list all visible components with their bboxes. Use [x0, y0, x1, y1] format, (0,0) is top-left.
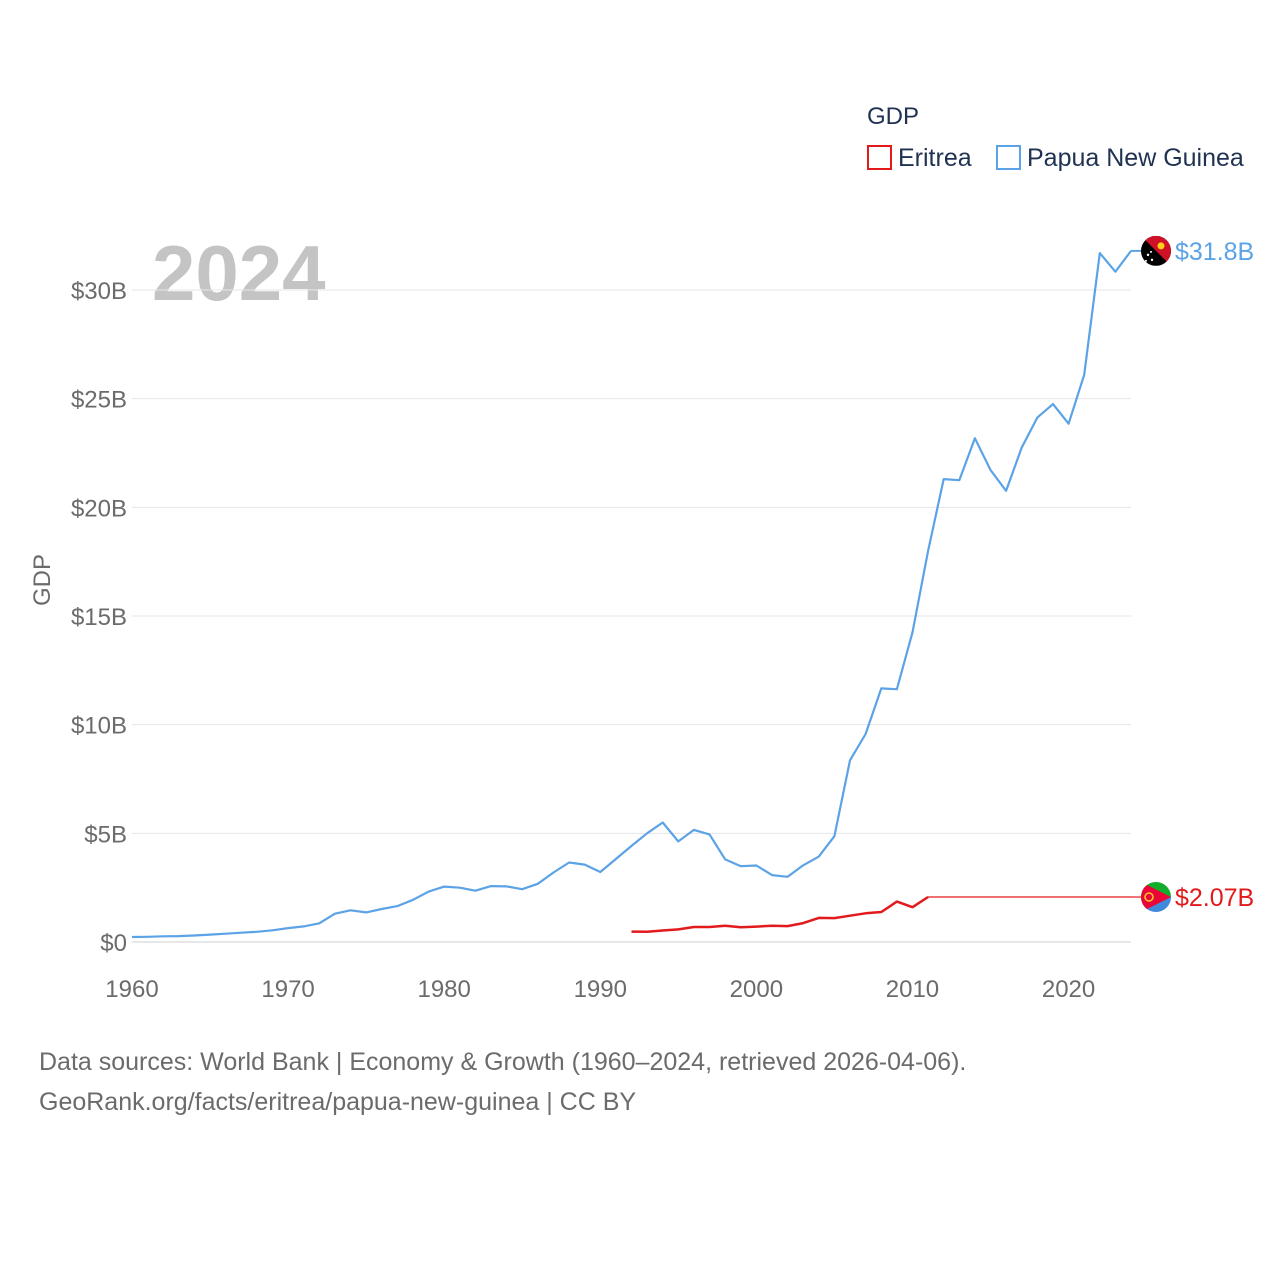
legend-label-eritrea[interactable]: Eritrea: [898, 144, 972, 172]
eritrea-end-marker: $2.07B: [1141, 882, 1254, 913]
source-footer: Data sources: World Bank | Economy & Gro…: [39, 1042, 966, 1122]
y-axis-title: GDP: [29, 554, 56, 606]
papua-new-guinea-end-value: $31.8B: [1175, 238, 1254, 266]
footer-sources: Data sources: World Bank | Economy & Gro…: [39, 1048, 967, 1076]
y-tick-label: $10B: [71, 713, 127, 740]
x-tick-label: 2010: [886, 976, 939, 1003]
legend-title: GDP: [867, 103, 919, 130]
current-year-label: 2024: [152, 229, 326, 317]
papua-new-guinea-flag-icon: [1141, 235, 1171, 266]
y-tick-label: $20B: [71, 495, 127, 522]
y-tick-label: $30B: [71, 278, 127, 305]
series-line-papua-new-guinea[interactable]: [131, 250, 1132, 939]
y-tick-label: $5B: [84, 821, 127, 848]
legend-swatch-eritrea[interactable]: [867, 145, 892, 170]
x-tick-label: 2020: [1042, 976, 1095, 1003]
eritrea-end-value: $2.07B: [1175, 884, 1254, 912]
series-line-eritrea[interactable]: [631, 895, 929, 934]
gdp-line-chart: 2024 GDP Eritrea Papua New Guinea GDP $0…: [29, 103, 1254, 1003]
y-axis: $0 $5B $10B $15B $20B $25B $30B: [71, 278, 127, 957]
x-tick-label: 2000: [730, 976, 783, 1003]
x-tick-label: 1980: [417, 976, 470, 1003]
x-tick-label: 1960: [105, 976, 158, 1003]
x-axis: 1960 1970 1980 1990 2000 2010 2020: [105, 976, 1095, 1003]
x-tick-label: 1990: [574, 976, 627, 1003]
legend-swatch-papua-new-guinea[interactable]: [996, 145, 1021, 170]
y-tick-label: $25B: [71, 387, 127, 414]
footer-attribution[interactable]: GeoRank.org/facts/eritrea/papua-new-guin…: [39, 1088, 637, 1116]
y-tick-label: $15B: [71, 604, 127, 631]
legend: GDP Eritrea Papua New Guinea: [867, 103, 1244, 172]
papua-new-guinea-end-marker: $31.8B: [1141, 235, 1254, 266]
eritrea-flag-icon: [1141, 882, 1171, 913]
legend-label-papua-new-guinea[interactable]: Papua New Guinea: [1027, 144, 1244, 172]
gridlines: [132, 289, 1131, 943]
y-tick-label: $0: [100, 930, 127, 957]
series-lines: [131, 249, 1141, 939]
x-tick-label: 1970: [261, 976, 314, 1003]
